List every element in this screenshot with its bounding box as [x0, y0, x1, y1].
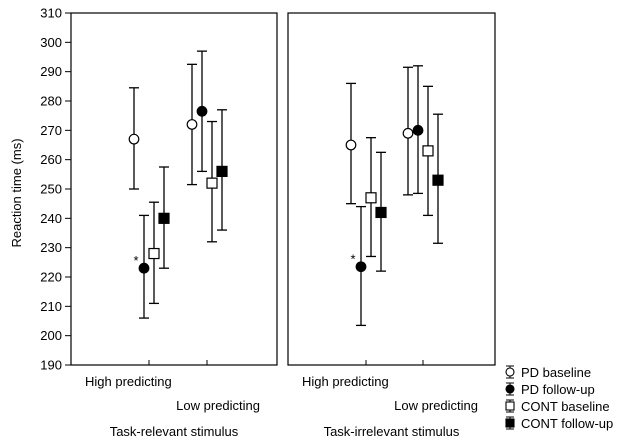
significance-marker: *: [350, 252, 355, 267]
data-point: [412, 124, 424, 136]
y-tick-label: 240: [40, 211, 62, 226]
data-point: [186, 119, 198, 130]
data-point: [345, 139, 357, 151]
y-tick-label: 210: [40, 299, 62, 314]
legend-marker: [505, 367, 515, 377]
legend-marker: [505, 418, 515, 428]
y-tick-label: 290: [40, 64, 62, 79]
data-point: [158, 212, 170, 224]
legend-label: CONT follow-up: [521, 416, 613, 431]
data-point: [365, 192, 377, 204]
data-point: [422, 145, 434, 157]
data-point: [402, 127, 414, 139]
group-label-high: High predicting: [302, 374, 389, 389]
y-tick-label: 310: [40, 6, 62, 21]
panel-frame: [287, 12, 496, 366]
y-tick-label: 230: [40, 240, 62, 255]
y-tick-label: 300: [40, 35, 62, 50]
data-point: [432, 174, 444, 186]
data-point: [196, 105, 208, 117]
legend-marker: [505, 401, 515, 411]
y-tick-label: 220: [40, 270, 62, 285]
y-tick-label: 200: [40, 328, 62, 343]
y-tick-label: 260: [40, 152, 62, 167]
data-point: [375, 206, 387, 219]
data-point: [355, 261, 367, 273]
group-label-high: High predicting: [85, 374, 172, 389]
y-tick-label: 280: [40, 94, 62, 109]
legend-label: PD follow-up: [521, 382, 595, 397]
y-axis-label: Reaction time (ms): [9, 138, 24, 247]
panel-title: Task-relevant stimulus: [110, 424, 239, 439]
data-point: [148, 247, 160, 260]
data-point: [128, 133, 140, 145]
panel-title: Task-irrelevant stimulus: [324, 424, 460, 439]
y-tick-label: 270: [40, 123, 62, 138]
y-tick-label: 250: [40, 182, 62, 197]
data-point: [216, 165, 228, 177]
significance-marker: *: [133, 253, 138, 268]
legend-label: PD baseline: [521, 365, 591, 380]
data-point: [206, 177, 218, 189]
data-point: [138, 262, 150, 274]
y-tick-label: 190: [40, 358, 62, 373]
legend-label: CONT baseline: [521, 399, 610, 414]
panel-frame: [70, 12, 278, 366]
plot-area: 190 200 210 220 230 240 250 260 270 280 290 300 310 *…: [40, 6, 613, 440]
group-label-low: Low predicting: [176, 398, 260, 413]
group-label-low: Low predicting: [394, 398, 478, 413]
legend-marker: [505, 384, 515, 394]
